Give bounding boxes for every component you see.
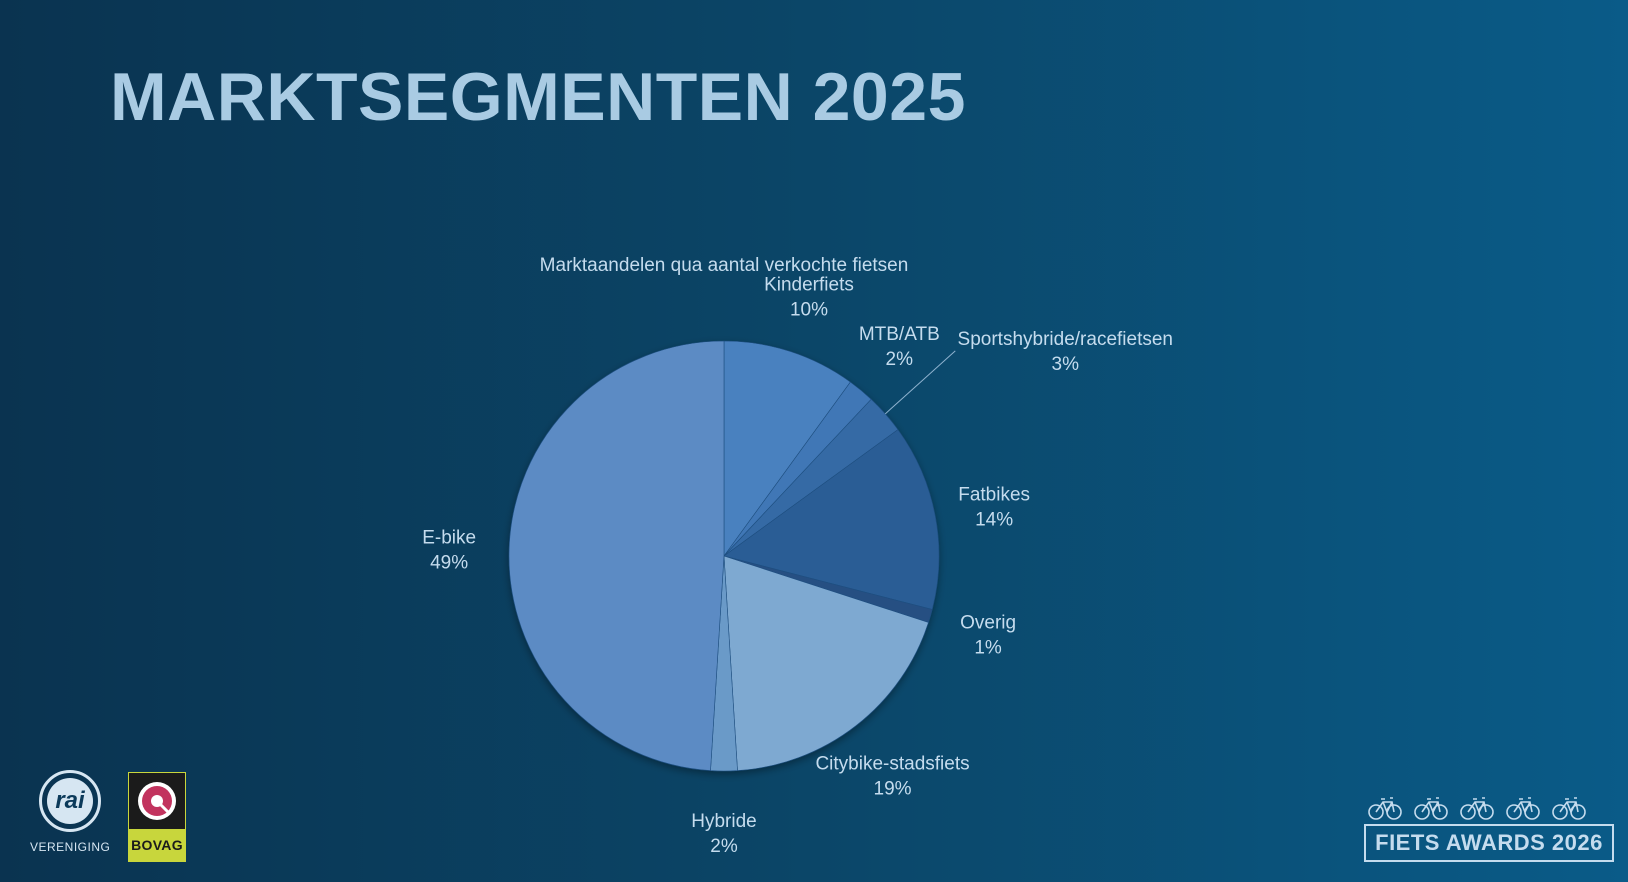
slice-label-citybike-stadsfiets: Citybike-stadsfiets bbox=[815, 753, 969, 774]
fiets-awards-text: FIETS AWARDS 2026 bbox=[1364, 824, 1614, 862]
rai-mark-text: rai bbox=[47, 778, 93, 824]
slice-value-mtb-atb: 2% bbox=[886, 349, 914, 370]
slice-value-e-bike: 49% bbox=[430, 552, 468, 573]
rai-logo: rai VERENIGING bbox=[30, 770, 110, 854]
slice-label-kinderfiets: Kinderfiets bbox=[764, 274, 854, 295]
pie-slice-kinderfiets bbox=[723, 340, 851, 557]
bovag-wheel-icon bbox=[138, 782, 176, 820]
slice-labels: Kinderfiets 10% MTB/ATB 2% Sportshybride/rac… bbox=[422, 274, 1173, 857]
slide-title: MARKTSEGMENTEN 2025 bbox=[110, 59, 966, 135]
leader-line-sportshybride-racefietsen bbox=[884, 350, 956, 415]
slice-value-citybike-stadsfiets: 19% bbox=[874, 778, 912, 799]
slice-label-mtb-atb: MTB/ATB bbox=[859, 324, 940, 345]
slice-value-hybride: 2% bbox=[710, 836, 738, 857]
pie-slices bbox=[508, 340, 940, 772]
slice-value-overig: 1% bbox=[974, 638, 1002, 659]
slice-value-fatbikes: 14% bbox=[975, 509, 1013, 530]
slice-label-hybride: Hybride bbox=[691, 811, 756, 832]
bicycles-icon bbox=[1368, 797, 1586, 820]
pie-slice-e-bike bbox=[508, 340, 725, 771]
slice-label-overig: Overig bbox=[960, 613, 1016, 634]
pie-slice-fatbikes bbox=[723, 429, 940, 610]
slice-value-kinderfiets: 10% bbox=[790, 299, 828, 320]
leader-lines bbox=[884, 350, 956, 415]
fiets-awards-logo: FIETS AWARDS 2026 bbox=[1364, 794, 1614, 862]
slice-value-sportshybride-racefietsen: 3% bbox=[1052, 354, 1080, 375]
bovag-emblem bbox=[129, 773, 185, 829]
slice-label-fatbikes: Fatbikes bbox=[958, 484, 1030, 505]
slice-label-e-bike: E-bike bbox=[422, 527, 476, 548]
rai-mark: rai bbox=[39, 770, 101, 832]
slice-label-sportshybride-racefietsen: Sportshybride/racefietsen bbox=[958, 329, 1173, 350]
pie-slice-citybike-stadsfiets bbox=[723, 555, 929, 771]
bovag-logo: BOVAG bbox=[128, 772, 186, 862]
rai-subtitle: VERENIGING bbox=[30, 840, 111, 854]
bovag-text: BOVAG bbox=[129, 829, 185, 861]
chart-subtitle: Marktaandelen qua aantal verkochte fiets… bbox=[540, 255, 909, 276]
